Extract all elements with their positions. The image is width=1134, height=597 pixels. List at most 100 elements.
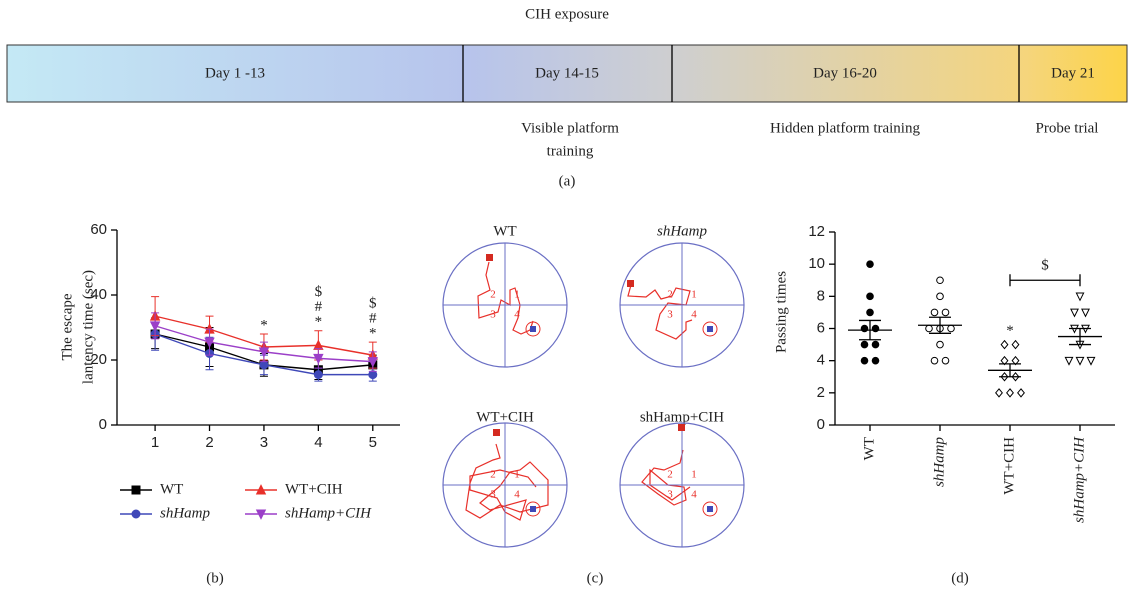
marker bbox=[861, 357, 868, 364]
marker bbox=[931, 309, 938, 316]
marker bbox=[867, 293, 874, 300]
marker bbox=[931, 357, 938, 364]
x-tick-label: 2 bbox=[205, 434, 213, 451]
quadrant-label: 3 bbox=[490, 309, 496, 321]
quadrant-label: 2 bbox=[667, 469, 673, 481]
marker bbox=[314, 371, 322, 379]
marker bbox=[1071, 309, 1078, 316]
quadrant-label: 1 bbox=[691, 469, 697, 481]
marker bbox=[1065, 357, 1072, 364]
panel-caption: (d) bbox=[951, 570, 969, 586]
legend-label: shHamp+CIH bbox=[285, 505, 372, 521]
x-tick-label: 3 bbox=[260, 434, 268, 451]
panel-caption: (b) bbox=[206, 570, 224, 586]
panel-caption: (c) bbox=[587, 570, 604, 586]
segment-label: Day 21 bbox=[1051, 65, 1095, 81]
x-tick-label: 4 bbox=[314, 434, 322, 451]
quadrant-label: 3 bbox=[490, 489, 496, 501]
marker bbox=[996, 389, 1003, 397]
significance-mark: $ bbox=[315, 284, 323, 300]
significance-mark: $ bbox=[369, 296, 377, 312]
significance-mark: # bbox=[369, 311, 377, 327]
marker bbox=[872, 325, 879, 332]
y-tick-label: 0 bbox=[817, 416, 825, 433]
platform bbox=[707, 326, 713, 332]
marker bbox=[1012, 341, 1019, 349]
x-tick-label: shHamp+CIH bbox=[1071, 436, 1087, 523]
legend-label: shHamp bbox=[160, 505, 211, 521]
y-axis-label: Passing times bbox=[773, 271, 789, 353]
quadrant-label: 2 bbox=[490, 289, 496, 301]
start-point bbox=[486, 254, 493, 261]
platform bbox=[530, 326, 536, 332]
platform bbox=[530, 506, 536, 512]
significance-mark: * bbox=[260, 317, 268, 333]
marker bbox=[1076, 293, 1083, 300]
marker bbox=[948, 325, 955, 332]
phase-label: Visible platform bbox=[521, 120, 619, 136]
marker bbox=[926, 325, 933, 332]
marker bbox=[867, 309, 874, 316]
marker bbox=[1001, 341, 1008, 349]
marker bbox=[942, 309, 949, 316]
segment-label: Day 1 -13 bbox=[205, 65, 265, 81]
timeline: CIH exposure Day 1 -13 Day 14-15 Day 16-… bbox=[7, 6, 1127, 189]
significance-mark: * bbox=[369, 326, 377, 342]
legend-label: WT bbox=[160, 481, 183, 497]
y-tick-label: 8 bbox=[817, 287, 825, 304]
x-tick-label: 5 bbox=[369, 434, 377, 451]
x-tick-label: 1 bbox=[151, 434, 159, 451]
panel-caption: (a) bbox=[559, 173, 576, 189]
marker bbox=[1082, 309, 1089, 316]
significance-mark: * bbox=[315, 314, 323, 330]
marker bbox=[867, 261, 874, 268]
quadrant-label: 3 bbox=[667, 489, 673, 501]
phase-label: Hidden platform training bbox=[770, 120, 920, 136]
marker bbox=[1018, 389, 1025, 397]
x-tick-label: WT bbox=[861, 437, 877, 460]
dot-chart: 024681012Passing timesWTshHampWT+CIHshHa… bbox=[773, 223, 1115, 586]
figure: CIH exposure Day 1 -13 Day 14-15 Day 16-… bbox=[0, 0, 1134, 597]
legend-label: WT+CIH bbox=[285, 481, 343, 497]
segment-label: Day 16-20 bbox=[813, 65, 877, 81]
y-axis-label: The escape bbox=[59, 293, 75, 360]
quadrant-label: 4 bbox=[514, 489, 520, 501]
marker bbox=[937, 341, 944, 348]
y-tick-label: 6 bbox=[817, 319, 825, 336]
panel-label: WT bbox=[493, 223, 516, 239]
marker bbox=[861, 341, 868, 348]
panel-label: shHamp bbox=[657, 223, 708, 239]
marker bbox=[942, 357, 949, 364]
marker bbox=[872, 357, 879, 364]
y-tick-label: 2 bbox=[817, 384, 825, 401]
marker bbox=[861, 325, 868, 332]
significance-mark: * bbox=[1006, 323, 1014, 339]
marker bbox=[1007, 389, 1014, 397]
legend-marker bbox=[132, 486, 140, 494]
marker bbox=[937, 277, 944, 284]
x-tick-label: WT+CIH bbox=[1001, 437, 1017, 495]
phase-label: Probe trial bbox=[1036, 120, 1099, 136]
platform bbox=[707, 506, 713, 512]
y-tick-label: 4 bbox=[817, 352, 825, 369]
quadrant-label: 4 bbox=[514, 309, 520, 321]
quadrant-label: 4 bbox=[691, 309, 697, 321]
marker bbox=[937, 293, 944, 300]
marker bbox=[1076, 357, 1083, 364]
start-point bbox=[493, 429, 500, 436]
start-point bbox=[627, 280, 634, 287]
quadrant-label: 4 bbox=[691, 489, 697, 501]
marker bbox=[1087, 357, 1094, 364]
quadrant-label: 2 bbox=[490, 469, 496, 481]
quadrant-label: 1 bbox=[691, 289, 697, 301]
quadrant-label: 2 bbox=[667, 289, 673, 301]
start-point bbox=[678, 424, 685, 431]
significance-mark: $ bbox=[1041, 258, 1049, 274]
y-tick-label: 60 bbox=[90, 221, 107, 238]
marker bbox=[872, 341, 879, 348]
phase-label: training bbox=[547, 143, 594, 159]
y-axis-label: lantency time (sec) bbox=[80, 270, 96, 384]
y-tick-label: 0 bbox=[99, 416, 107, 433]
quadrant-label: 1 bbox=[514, 469, 520, 481]
